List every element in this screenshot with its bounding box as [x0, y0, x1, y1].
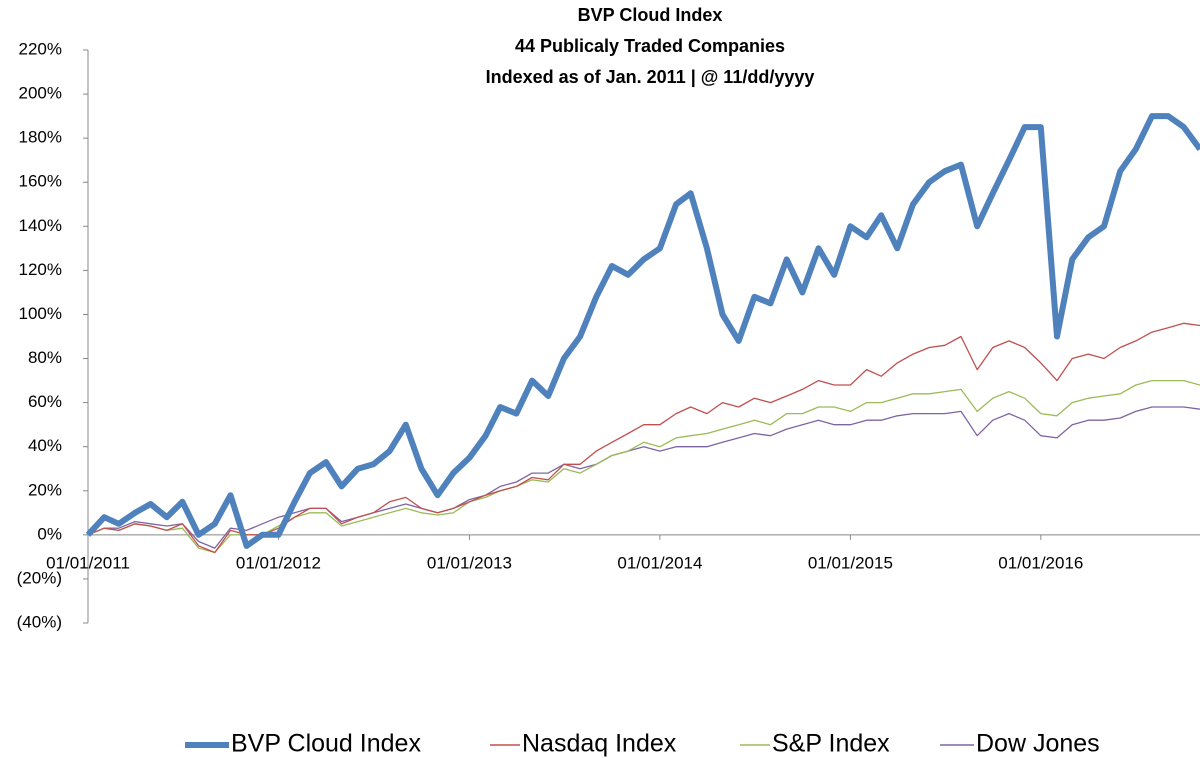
series-line: [85, 113, 1200, 549]
y-tick-label: (20%): [17, 568, 62, 587]
y-tick-label: 20%: [28, 480, 62, 499]
chart-subtitle: Indexed as of Jan. 2011 | @ 11/dd/yyyy: [486, 67, 815, 87]
chart-title: BVP Cloud Index: [578, 5, 723, 25]
y-tick-label: 220%: [19, 39, 62, 58]
y-tick-label: 60%: [28, 392, 62, 411]
legend-label: BVP Cloud Index: [231, 730, 421, 758]
y-tick-label: 200%: [19, 84, 62, 103]
legend-label: Dow Jones: [976, 730, 1100, 758]
y-tick-label: 140%: [19, 216, 62, 235]
y-tick-label: 180%: [19, 128, 62, 147]
y-tick-label: 80%: [28, 348, 62, 367]
x-tick-label: 01/01/2014: [617, 553, 702, 572]
x-tick-label: 01/01/2012: [236, 553, 321, 572]
series-line: [87, 406, 1200, 549]
y-tick-label: 0%: [37, 524, 62, 543]
y-tick-label: 120%: [19, 260, 62, 279]
y-tick-label: 160%: [19, 172, 62, 191]
plot-area: [85, 113, 1200, 554]
legend-label: Nasdaq Index: [522, 730, 677, 758]
series-line: [87, 379, 1200, 554]
series-line: [87, 322, 1200, 554]
x-tick-label: 01/01/2015: [808, 553, 893, 572]
x-tick-label: 01/01/2013: [427, 553, 512, 572]
y-tick-label: 100%: [19, 304, 62, 323]
y-tick-label: 40%: [28, 436, 62, 455]
legend-label: S&P Index: [772, 730, 890, 758]
x-tick-label: 01/01/2016: [998, 553, 1083, 572]
chart-subtitle: 44 Publicaly Traded Companies: [515, 36, 785, 56]
x-tick-label: 01/01/2011: [46, 553, 130, 572]
y-tick-label: (40%): [17, 612, 62, 631]
